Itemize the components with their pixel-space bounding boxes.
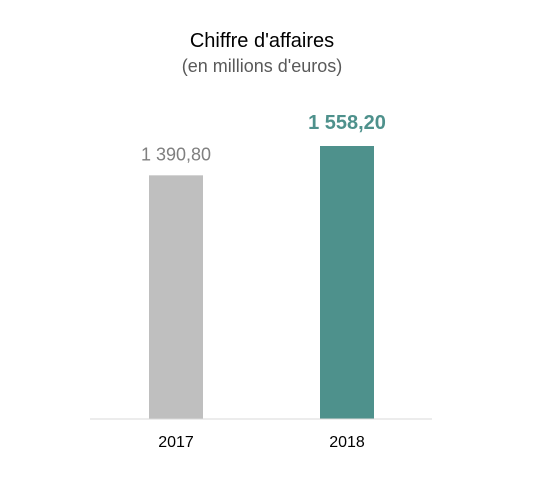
- bars-group: [149, 146, 374, 419]
- value-labels-group: 1 390,80 1 558,20: [141, 112, 386, 164]
- chart-subtitle: (en millions d'euros): [182, 56, 343, 76]
- chart-title: Chiffre d'affaires: [190, 30, 334, 52]
- x-tick-label-2017: 2017: [158, 434, 194, 451]
- x-axis-ticks-group: 2017 2018: [158, 434, 365, 451]
- bar-2018: [320, 146, 374, 419]
- value-label-2017: 1 390,80: [141, 144, 211, 164]
- value-label-2018: 1 558,20: [308, 112, 386, 134]
- bar-2017: [149, 175, 203, 419]
- x-tick-label-2018: 2018: [329, 434, 365, 451]
